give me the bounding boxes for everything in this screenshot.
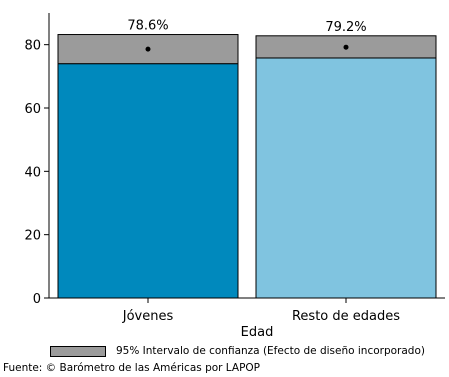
y-tick-label: 20 [24,229,41,244]
y-tick-label: 60 [24,102,41,117]
source-note: Fuente: © Barómetro de las Américas por … [3,362,261,374]
x-axis: Jóvenes Resto de edades [49,297,445,324]
point-estimate [145,46,151,52]
bars: 78.6% 79.2% [57,19,437,299]
value-label: 79.2% [325,20,366,35]
ci-band [57,34,239,65]
y-tick-label: 0 [33,292,41,307]
legend-swatch-ci [50,345,106,357]
value-label: 78.6% [127,19,168,34]
x-category-label: Jóvenes [122,309,174,324]
x-category-label: Resto de edades [292,309,400,324]
legend-label: 95% Intervalo de confianza (Efecto de di… [116,345,425,357]
bar [57,63,239,299]
y-tick-label: 80 [24,39,41,54]
y-axis: 0 20 40 60 80 [24,13,50,307]
legend: 95% Intervalo de confianza (Efecto de di… [50,345,425,357]
bar [255,57,437,299]
point-estimate [343,44,349,50]
x-axis-title: Edad [241,325,274,340]
y-tick-label: 40 [24,165,41,180]
